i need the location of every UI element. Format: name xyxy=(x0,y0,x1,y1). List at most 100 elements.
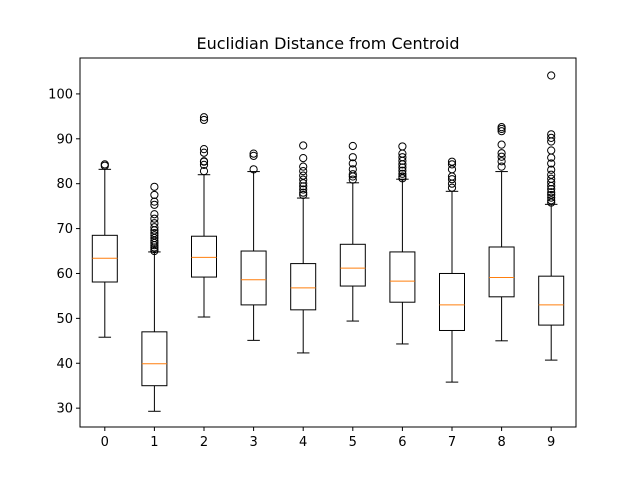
outlier-point xyxy=(299,185,308,194)
box-group-1 xyxy=(141,182,168,412)
outlier-point xyxy=(150,219,159,228)
outlier-point xyxy=(199,145,209,154)
outlier-point xyxy=(348,153,357,162)
x-tick-label: 9 xyxy=(547,435,555,450)
outlier-point xyxy=(547,130,556,139)
outlier-point xyxy=(150,214,159,223)
outlier-point xyxy=(447,157,457,166)
outlier-point xyxy=(348,165,357,174)
outlier-point xyxy=(299,167,308,176)
outlier-point xyxy=(547,146,556,155)
outlier-point xyxy=(249,149,258,158)
outlier-point xyxy=(199,157,209,166)
iqr-box xyxy=(240,250,267,306)
outlier-point xyxy=(150,210,159,219)
y-tick-label: 70 xyxy=(56,222,73,237)
outlier-point xyxy=(497,149,506,158)
outlier-point xyxy=(547,159,556,168)
iqr-box xyxy=(488,246,515,298)
outlier-point xyxy=(447,175,457,184)
outlier-point xyxy=(547,165,556,174)
outlier-point xyxy=(299,190,308,200)
outlier-point xyxy=(447,160,457,169)
outlier-point xyxy=(547,190,556,200)
outlier-point xyxy=(447,183,457,192)
outlier-point xyxy=(547,193,556,202)
y-axis: 30 40 50 60 70 80 90 100 xyxy=(48,87,80,417)
y-tick-label: 40 xyxy=(56,357,73,372)
outlier-point xyxy=(398,172,407,181)
x-tick-label: 6 xyxy=(398,435,406,450)
x-tick-label: 5 xyxy=(349,435,357,450)
outlier-point xyxy=(547,174,556,183)
outlier-point xyxy=(547,133,556,143)
outlier-point xyxy=(299,188,308,197)
x-tick-label: 0 xyxy=(101,435,109,450)
iqr-box xyxy=(439,272,465,331)
chart-title: Euclidian Distance from Centroid xyxy=(197,34,460,53)
x-tick-label: 8 xyxy=(497,435,505,450)
box-group-8 xyxy=(488,123,515,342)
box-group-0 xyxy=(91,160,118,338)
y-tick-label: 90 xyxy=(56,132,73,147)
y-tick-label: 30 xyxy=(56,402,73,417)
outlier-point xyxy=(150,182,159,191)
outlier-point xyxy=(497,140,506,149)
outlier-point xyxy=(150,190,159,200)
outlier-point xyxy=(249,151,258,160)
outlier-point xyxy=(348,141,357,151)
iqr-box xyxy=(141,331,168,387)
outlier-point xyxy=(199,113,209,122)
outlier-point xyxy=(150,228,159,238)
outlier-point xyxy=(497,162,506,171)
outlier-point xyxy=(150,200,159,209)
box-group-9 xyxy=(538,71,565,361)
box-group-2 xyxy=(191,113,217,318)
outlier-point xyxy=(497,152,506,161)
outlier-point xyxy=(497,123,506,132)
outlier-point xyxy=(299,175,308,184)
outlier-point xyxy=(547,196,556,205)
x-axis: 0 1 2 3 4 5 6 7 8 9 xyxy=(101,427,555,450)
outlier-point xyxy=(249,165,258,174)
outlier-point xyxy=(348,170,357,179)
outlier-point xyxy=(150,231,159,240)
iqr-box xyxy=(538,275,565,326)
outlier-point xyxy=(299,154,308,163)
outlier-point xyxy=(299,141,308,150)
outlier-point xyxy=(398,153,407,162)
outlier-point xyxy=(199,148,209,157)
iqr-box xyxy=(290,263,317,311)
outlier-point xyxy=(497,127,506,136)
outlier-point xyxy=(150,223,159,232)
outlier-point xyxy=(199,167,209,176)
plot-frame xyxy=(79,57,577,428)
box-group-3 xyxy=(240,149,267,341)
box-group-5 xyxy=(339,141,366,322)
outlier-point xyxy=(348,159,357,168)
outlier-point xyxy=(199,160,209,169)
outlier-point xyxy=(299,162,308,171)
outlier-point xyxy=(299,171,308,180)
x-tick-label: 2 xyxy=(200,435,208,450)
outlier-point xyxy=(547,71,556,80)
box-group-4 xyxy=(290,141,317,354)
y-tick-label: 50 xyxy=(56,312,73,327)
x-tick-label: 7 xyxy=(448,435,456,450)
iqr-box xyxy=(339,243,366,287)
outlier-point xyxy=(547,188,556,197)
outlier-point xyxy=(547,170,556,179)
x-tick-label: 3 xyxy=(249,435,257,450)
iqr-box xyxy=(389,251,416,303)
x-tick-label: 1 xyxy=(150,435,158,450)
outlier-point xyxy=(398,169,407,178)
box-group-7 xyxy=(439,157,465,383)
outlier-point xyxy=(398,166,407,175)
y-tick-label: 80 xyxy=(56,177,73,192)
y-tick-label: 60 xyxy=(56,267,73,282)
iqr-box xyxy=(191,235,217,278)
box-group-6 xyxy=(389,142,416,345)
outlier-point xyxy=(199,115,209,125)
outlier-point xyxy=(497,157,506,166)
